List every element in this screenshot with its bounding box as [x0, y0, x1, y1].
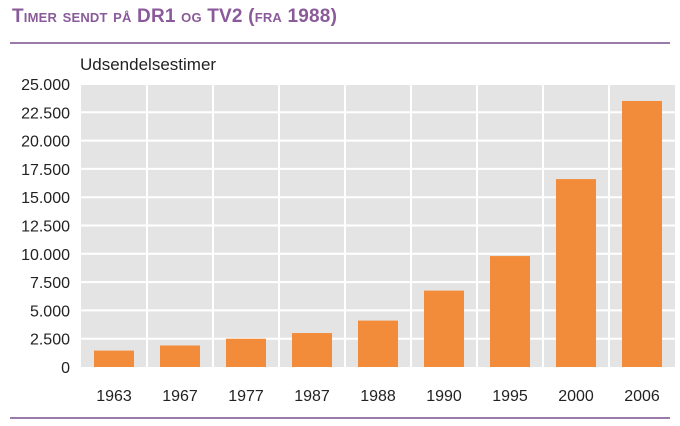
y-tick-label: 25.000 [21, 77, 70, 94]
y-axis-label: Udsendelsestimer [80, 55, 217, 74]
y-tick-label: 20.000 [21, 134, 70, 151]
y-tick-label: 7.500 [30, 275, 70, 292]
x-tick-label: 1990 [426, 388, 462, 405]
y-tick-label: 5.000 [30, 303, 70, 320]
bar-1987 [292, 333, 332, 367]
bar-2000 [556, 179, 596, 367]
x-tick-label: 1963 [96, 388, 132, 405]
top-divider [10, 42, 670, 44]
bottom-divider [10, 417, 670, 419]
x-tick-label: 1988 [360, 388, 396, 405]
y-tick-label: 2.500 [30, 332, 70, 349]
x-tick-label: 1967 [162, 388, 198, 405]
y-tick-label: 15.000 [21, 190, 70, 207]
x-tick-label: 2000 [558, 388, 594, 405]
y-tick-label: 12.500 [21, 219, 70, 236]
x-tick-label: 1987 [294, 388, 330, 405]
x-tick-label: 1995 [492, 388, 528, 405]
y-tick-label: 22.500 [21, 105, 70, 122]
y-tick-label: 10.000 [21, 247, 70, 264]
y-tick-label: 0 [61, 360, 70, 377]
bar-1990 [424, 290, 464, 367]
x-tick-label: 1977 [228, 388, 264, 405]
bar-1977 [226, 338, 266, 367]
bar-1967 [160, 345, 200, 367]
bar-1963 [94, 350, 134, 367]
bar-1995 [490, 256, 530, 367]
bar-2006 [622, 100, 662, 367]
y-tick-label: 17.500 [21, 162, 70, 179]
bar-1988 [358, 320, 398, 367]
x-tick-label: 2006 [624, 388, 660, 405]
chart-title: Timer sendt på DR1 og TV2 (fra 1988) [12, 6, 338, 27]
